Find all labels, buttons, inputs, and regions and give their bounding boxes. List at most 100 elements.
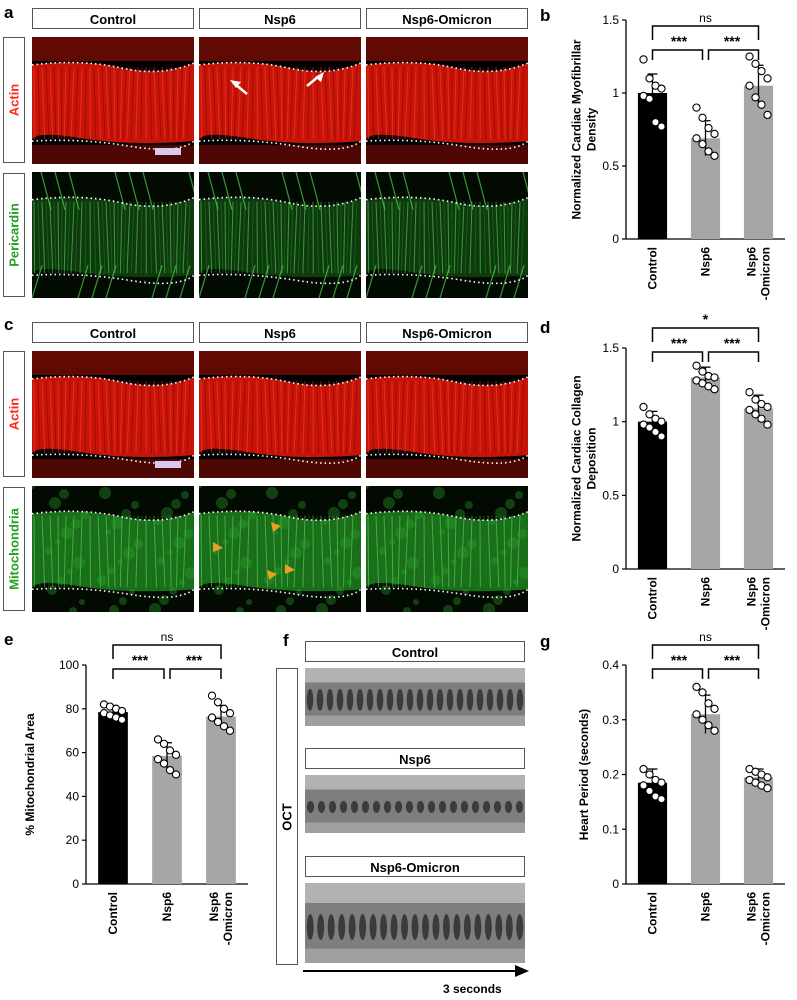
x-tick-label-line: Control	[646, 247, 660, 290]
data-point	[171, 750, 181, 759]
micrograph-a-pericardin-control	[32, 172, 194, 298]
panel-label-c: c	[4, 315, 14, 334]
micrograph-texture	[32, 486, 194, 612]
data-point	[639, 55, 648, 64]
oct-beat	[411, 914, 419, 940]
micrograph-c-actin-nsp6	[199, 351, 361, 478]
data-point	[657, 417, 666, 426]
oct-beat	[396, 688, 404, 711]
bar-0	[98, 712, 128, 884]
oct-beat	[361, 800, 370, 813]
outline-bottom	[32, 139, 194, 150]
x-tick-label-0: Control	[646, 577, 660, 620]
micrograph-texture	[366, 351, 528, 478]
oct-beat	[495, 914, 503, 940]
data-point	[645, 74, 654, 83]
chart-e: 0 20 40 60 80 100 % Mitochondrial Area Control N…	[23, 630, 248, 945]
y-axis-label: Normalized Cardiac Myofibrillar Density	[570, 39, 599, 219]
y-axis-label-line: % Mitochondrial Area	[23, 713, 37, 836]
micrograph-texture	[199, 351, 361, 478]
oct-beat	[348, 914, 356, 940]
significance-label: ns	[161, 630, 174, 644]
outline-bottom	[199, 273, 361, 285]
data-point	[704, 721, 713, 730]
data-point	[710, 704, 719, 713]
panel-label-b: b	[540, 6, 551, 25]
data-point	[751, 59, 760, 68]
significance-bracket	[112, 644, 222, 659]
significance-bracket	[651, 25, 760, 40]
oct-beat	[456, 688, 464, 711]
row-label-actin-c: Actin	[3, 351, 25, 477]
micrograph-a-actin-control	[32, 37, 194, 164]
data-point	[651, 118, 660, 127]
data-point	[645, 410, 654, 419]
data-point	[757, 100, 766, 109]
oct-beat	[338, 914, 346, 940]
oct-beat	[453, 914, 461, 940]
bar-1	[690, 714, 721, 884]
orange-arrowhead-3	[267, 570, 277, 580]
x-tick-label-line: Control	[106, 892, 120, 935]
x-tick-label-1: Nsp6	[699, 577, 713, 607]
oct-side-label: OCT	[276, 668, 298, 965]
data-point	[704, 147, 713, 156]
orange-arrowhead-4	[285, 564, 295, 574]
data-point	[745, 405, 754, 415]
arrows-a-nsp6	[230, 72, 324, 95]
column-header-control: Control	[32, 8, 194, 29]
data-point	[165, 765, 175, 775]
oct-beat	[476, 688, 484, 711]
micrograph-texture	[366, 486, 528, 612]
time-arrow	[303, 965, 529, 977]
white-arrow-head-1	[230, 80, 241, 88]
row-label-pericardin: Pericardin	[3, 173, 25, 297]
data-point	[757, 66, 766, 76]
oct-beat	[516, 914, 524, 940]
y-tick-label: 0	[612, 562, 619, 576]
data-point	[213, 717, 223, 727]
significance-bracket	[707, 668, 760, 679]
oct-beat	[516, 688, 524, 711]
scale-bar-c	[155, 461, 181, 468]
data-point	[159, 739, 169, 748]
data-point	[159, 759, 169, 768]
x-tick-label-line: Nsp6	[699, 892, 713, 922]
y-tick-label: 0	[612, 877, 619, 891]
x-tick-label-2: Nsp6 -Omicron	[745, 577, 773, 631]
outline-bottom	[199, 587, 361, 599]
x-tick-label-0: Control	[106, 892, 120, 935]
y-tick-label: 0	[72, 877, 79, 891]
oct-beat	[496, 688, 504, 711]
data-point	[213, 698, 223, 707]
oct-beat	[505, 914, 513, 940]
column-header-nsp6: Nsp6	[199, 8, 361, 29]
significance-bracket	[707, 49, 760, 60]
row-label-actin-a: Actin	[3, 37, 25, 163]
data-point	[704, 123, 713, 133]
micrograph-a-pericardin-nsp6	[199, 172, 361, 298]
y-tick-label: 1.5	[602, 341, 619, 355]
micrograph-texture	[199, 172, 361, 298]
oct-beat	[359, 914, 367, 940]
data-point	[710, 385, 719, 394]
data-point	[751, 395, 760, 404]
y-axis-label-line: Deposition	[585, 428, 599, 490]
data-point	[117, 715, 127, 724]
y-tick-label: 0.5	[602, 159, 619, 173]
micrograph-c-actin-nsp6-omicron	[366, 351, 528, 478]
data-point	[645, 94, 654, 103]
oct-beat	[380, 914, 388, 940]
data-point	[645, 423, 654, 432]
y-tick-label: 40	[66, 789, 80, 803]
data-point	[639, 764, 648, 774]
significance-label: ***	[671, 33, 688, 49]
significance-label: ***	[724, 652, 741, 668]
oct-beat	[426, 688, 434, 711]
x-tick-label-line: Nsp6	[745, 577, 759, 607]
data-point	[698, 113, 707, 122]
oct-beat	[436, 688, 444, 711]
data-point	[645, 786, 654, 796]
data-point	[117, 706, 127, 716]
x-tick-label-2: Nsp6 -Omicron	[745, 892, 773, 946]
